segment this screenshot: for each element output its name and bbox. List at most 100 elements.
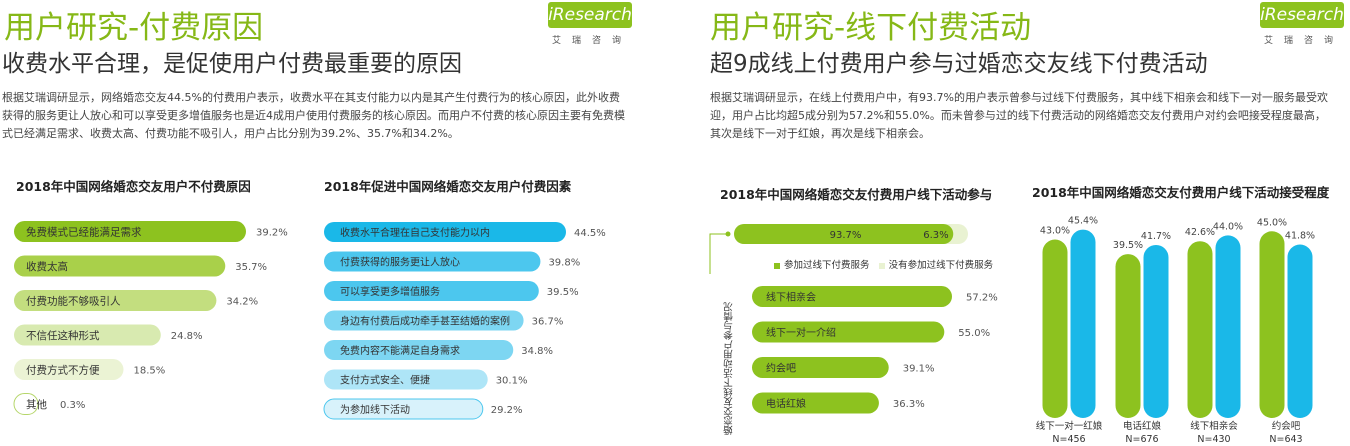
pay-factors-chart: 收费水平合理在自己支付能力以内 44.5% 付费获得的服务更让人放心 39.8% 可以享… <box>323 222 606 420</box>
logo-cn: 艾瑞咨询 <box>552 36 633 46</box>
value-label-offline-0: 57.2% <box>966 293 998 304</box>
col-2-series-0 <box>1187 241 1213 418</box>
col-3-series-0 <box>1259 231 1285 418</box>
bar-label-no-pay-4: 付费方式不方便 <box>26 364 100 377</box>
bar-offline-2 <box>752 357 889 378</box>
col-0-series-0 <box>1042 239 1068 418</box>
bar-label-pay-factor-6: 为参加线下活动 <box>340 403 410 416</box>
value-label-pay-factor-5: 30.1% <box>496 376 528 387</box>
page-subtitle: 收费水平合理，是促使用户付费最重要的原因 <box>2 51 462 77</box>
col-sample-0: N=456 <box>1052 434 1085 445</box>
bar-label-pay-factor-1: 付费获得的服务更让人放心 <box>340 256 460 269</box>
bar-label-no-pay-2: 付费功能不够吸引人 <box>26 295 121 308</box>
col-category-0: 线下一对一红娘 <box>1036 420 1103 432</box>
bar-label-offline-1: 线下一对一介绍 <box>766 326 836 339</box>
bar-pay-factor-3 <box>324 310 524 331</box>
col-value-3-0: 45.0% <box>1257 217 1287 228</box>
col-value-1-0: 39.5% <box>1113 240 1143 251</box>
bar-label-offline-3: 电话红娘 <box>766 397 806 410</box>
bar-label-no-pay-0: 免费模式已经能满足需求 <box>26 226 142 239</box>
col-3-series-1 <box>1287 244 1313 418</box>
col-value-0-1: 45.4% <box>1068 216 1098 227</box>
bar-no-pay-1 <box>14 255 226 277</box>
value-label-no-pay-2: 34.2% <box>226 297 258 308</box>
value-label-pay-factor-4: 34.8% <box>521 346 553 357</box>
col-sample-2: N=430 <box>1197 434 1230 445</box>
body-text-right: 根据艾瑞调研显示，在线上付费用户中，有93.7%的用户表示曾参与过线下付费服务，… <box>710 91 1328 140</box>
chart-title-no-pay: 2018年中国网络婚恋交友用户不付费原因 <box>16 179 251 194</box>
col-sample-3: N=643 <box>1269 434 1302 445</box>
bar-label-no-pay-5: 其他 <box>26 398 47 411</box>
value-label-no-pay-1: 35.7% <box>235 262 267 273</box>
value-label-pay-factor-0: 44.5% <box>574 228 606 239</box>
logo-brand-right: iResearch <box>1260 2 1344 28</box>
stacked-label-participated: 93.7% <box>830 230 862 241</box>
value-label-pay-factor-2: 39.5% <box>547 287 579 298</box>
value-label-no-pay-4: 18.5% <box>133 366 165 377</box>
bar-offline-0 <box>752 286 952 307</box>
chart-title-pay-factors: 2018年促进中国网络婚恋交友用户付费因素 <box>324 179 572 194</box>
page-title-right: 用户研究-线下付费活动 <box>710 10 1032 46</box>
bar-no-pay-3 <box>14 324 161 346</box>
connector-line <box>709 233 728 274</box>
col-value-0-0: 43.0% <box>1040 226 1070 237</box>
bar-no-pay-2 <box>14 290 217 311</box>
col-value-2-1: 44.0% <box>1213 221 1243 232</box>
body-text: 根据艾瑞调研显示，网络婚恋交友44.5%的付费用户表示，收费水平在其支付能力以内… <box>2 91 625 140</box>
bar-label-pay-factor-4: 免费内容不能满足自身需求 <box>340 344 460 357</box>
bar-pay-factor-4 <box>324 340 514 360</box>
participation-axis-label: 婚恋交友线下活动用户参与情况 <box>724 302 735 435</box>
bar-label-no-pay-3: 不信任这种形式 <box>26 329 100 342</box>
legend-swatch-not-participated <box>878 262 885 269</box>
bar-no-pay-4 <box>14 359 124 380</box>
bar-no-pay-5 <box>13 393 39 415</box>
bar-label-offline-2: 约会吧 <box>766 362 796 375</box>
stacked-bar-participated <box>734 224 954 244</box>
value-label-pay-factor-1: 39.8% <box>548 258 580 269</box>
value-label-offline-1: 55.0% <box>958 328 990 339</box>
col-value-1-1: 41.7% <box>1141 231 1171 242</box>
logo-cn-right: 艾瑞咨询 <box>1264 36 1345 46</box>
col-value-3-1: 41.8% <box>1285 231 1315 242</box>
legend-participated: 参加过线下付费服务 <box>784 260 870 271</box>
value-label-pay-factor-6: 29.2% <box>491 405 523 416</box>
bar-pay-factor-0 <box>324 222 566 242</box>
value-label-no-pay-5: 0.3% <box>60 400 85 411</box>
bar-label-pay-factor-5: 支付方式安全、便捷 <box>340 374 430 387</box>
bar-label-offline-0: 线下相亲会 <box>766 291 816 304</box>
col-category-1: 电话红娘 <box>1123 420 1162 432</box>
bar-label-pay-factor-2: 可以享受更多增值服务 <box>340 285 440 298</box>
connector-dot <box>725 231 731 237</box>
stacked-label-not-participated: 6.3% <box>923 230 948 241</box>
bar-offline-3 <box>752 392 879 414</box>
bar-offline-1 <box>752 321 945 343</box>
value-label-pay-factor-3: 36.7% <box>532 317 564 328</box>
col-sample-1: N=676 <box>1125 434 1158 445</box>
bar-label-pay-factor-0: 收费水平合理在自己支付能力以内 <box>340 226 490 239</box>
page-title: 用户研究-付费原因 <box>4 10 264 46</box>
left-panel: 用户研究-付费原因 iResearch 艾瑞咨询 收费水平合理，是促使用户付费最… <box>0 0 640 446</box>
participation-chart: 93.7% 6.3% 线下相亲会 57.2% 线下一对一介绍 55.0% 约会吧 39.1% 电… <box>709 224 998 414</box>
bar-label-no-pay-1: 收费太高 <box>26 260 68 273</box>
logo-brand: iResearch <box>548 2 632 28</box>
legend-swatch-participated <box>774 262 780 269</box>
bar-pay-factor-6 <box>323 398 484 420</box>
value-label-no-pay-3: 24.8% <box>171 331 203 342</box>
participation-legend: 参加过线下付费服务 没有参加过线下付费服务 <box>774 257 993 271</box>
bar-label-pay-factor-3: 身边有付费后成功牵手甚至结婚的案例 <box>340 315 510 328</box>
acceptance-chart: 43.0%45.4% 线下一对一红娘 N=456 39.5%41.7% 电话红娘 N=67… <box>1036 216 1315 445</box>
right-panel: 用户研究-线下付费活动 iResearch 艾瑞咨询 超9成线上付费用户参与过婚… <box>700 0 1350 446</box>
col-category-2: 线下相亲会 <box>1190 420 1238 432</box>
chart-title-participation: 2018年中国网络婚恋交友付费用户线下活动参与 <box>720 187 993 202</box>
col-value-2-0: 42.6% <box>1185 227 1215 238</box>
value-label-offline-2: 39.1% <box>903 364 935 375</box>
value-label-no-pay-0: 39.2% <box>256 228 288 239</box>
no-pay-reasons-chart: 免费模式已经能满足需求 39.2% 收费太高 35.7% 付费功能不够吸引人 34.2% 不… <box>13 221 288 415</box>
chart-title-acceptance: 2018年中国网络婚恋交友付费用户线下活动接受程度 <box>1032 185 1330 200</box>
col-0-series-1 <box>1070 229 1096 418</box>
bar-no-pay-0 <box>14 221 246 242</box>
bar-pay-factor-5 <box>324 369 488 390</box>
value-label-offline-3: 36.3% <box>893 399 925 410</box>
col-1-series-1 <box>1143 244 1169 418</box>
col-1-series-0 <box>1115 254 1141 418</box>
